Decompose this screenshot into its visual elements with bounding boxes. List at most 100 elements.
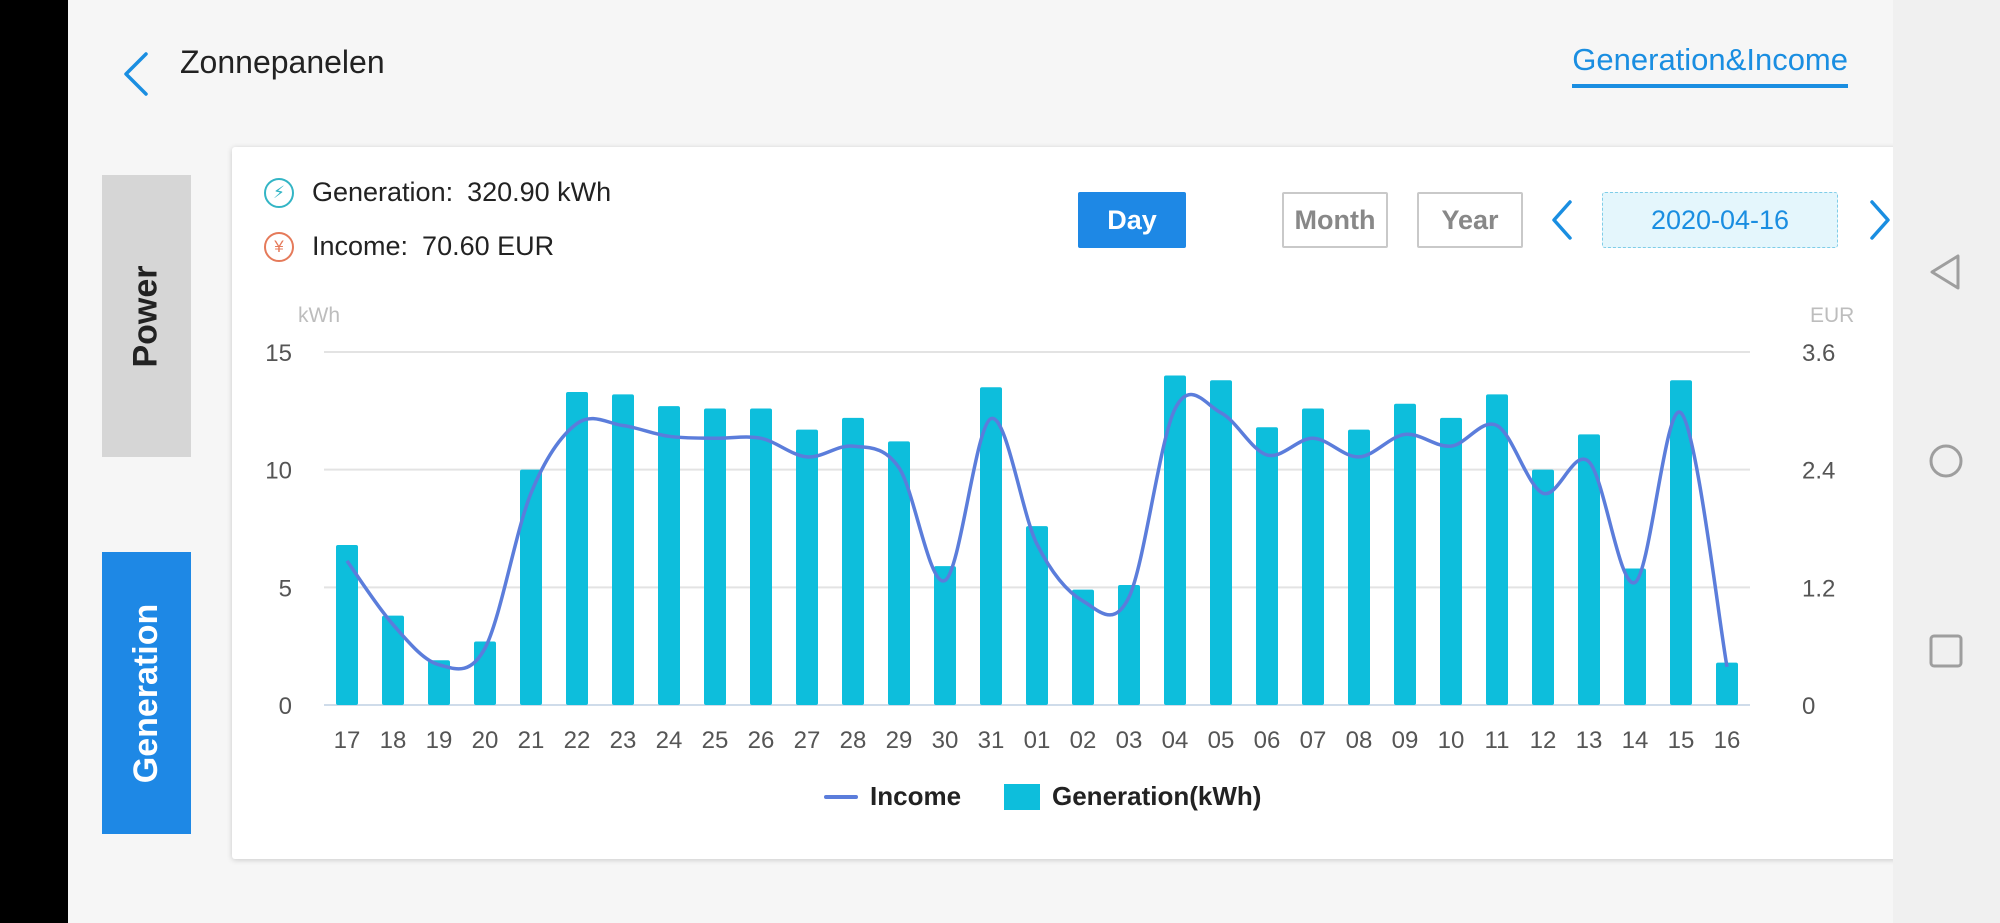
x-tick-label: 22 xyxy=(564,727,591,754)
x-tick-label: 12 xyxy=(1530,727,1557,754)
back-button[interactable] xyxy=(116,48,156,100)
left-axis-unit: kWh xyxy=(298,304,340,327)
generation-bar xyxy=(658,406,680,705)
generation-bar xyxy=(1302,408,1324,705)
x-tick-label: 28 xyxy=(840,727,867,754)
tab-generation[interactable]: Generation xyxy=(102,552,191,834)
generation-bar xyxy=(888,441,910,705)
left-tick-label: 5 xyxy=(279,575,292,602)
generation-bar xyxy=(980,387,1002,705)
generation-chart: 0 05 1.210 2.415 3.617 18 19 20 21 22 23 24 25 26 27 28… xyxy=(265,340,1835,754)
generation-stat: ⚡ Generation: 320.90 kWh xyxy=(264,177,611,208)
x-tick-label: 25 xyxy=(702,727,729,754)
x-tick-label: 24 xyxy=(656,727,683,754)
right-tick-label: 1.2 xyxy=(1802,575,1835,602)
circle-home-icon xyxy=(1929,444,1963,478)
generation-bar xyxy=(842,417,864,705)
x-tick-label: 09 xyxy=(1392,727,1419,754)
x-tick-label: 06 xyxy=(1254,727,1281,754)
generation-bar xyxy=(750,408,772,705)
generation-bar xyxy=(1670,380,1692,705)
left-tick-label: 15 xyxy=(265,340,292,367)
x-tick-label: 11 xyxy=(1485,727,1510,754)
income-value: 70.60 EUR xyxy=(422,231,555,261)
income-line xyxy=(345,392,1729,671)
nav-recents-button[interactable] xyxy=(1918,623,1974,679)
system-navigation-bar xyxy=(1893,0,2000,923)
tab-generation-label: Generation xyxy=(127,603,166,783)
x-tick-label: 20 xyxy=(472,727,499,754)
generation-bar xyxy=(1440,417,1462,705)
chevron-left-icon xyxy=(1552,200,1572,240)
generation-bar xyxy=(1624,568,1646,705)
triangle-back-icon xyxy=(1930,254,1960,290)
tab-power[interactable]: Power xyxy=(102,175,191,457)
date-picker[interactable]: 2020-04-16 xyxy=(1602,192,1838,248)
x-tick-label: 14 xyxy=(1622,727,1649,754)
x-tick-label: 05 xyxy=(1208,727,1235,754)
x-tick-label: 19 xyxy=(426,727,453,754)
generation-bar xyxy=(566,392,588,705)
generation-bar xyxy=(336,544,358,705)
generation-value: 320.90 kWh xyxy=(467,177,612,207)
tab-power-label: Power xyxy=(127,264,166,368)
chevron-left-icon xyxy=(124,52,148,96)
generation-legend-swatch xyxy=(1004,783,1040,810)
generation-label: Generation: xyxy=(312,177,454,207)
left-tick-label: 0 xyxy=(279,693,292,720)
generation-bar xyxy=(1486,394,1508,705)
month-button[interactable]: Month xyxy=(1282,192,1388,248)
generation-bar xyxy=(428,660,450,705)
generation-bar xyxy=(520,469,542,705)
x-tick-label: 04 xyxy=(1162,727,1189,754)
x-tick-label: 07 xyxy=(1300,727,1327,754)
generation-bar xyxy=(1716,662,1738,705)
next-date-button[interactable] xyxy=(1862,196,1896,244)
previous-date-button[interactable] xyxy=(1546,196,1580,244)
app-screen: Zonnepanelen Generation&Income Power Gen… xyxy=(68,0,1919,923)
year-button[interactable]: Year xyxy=(1417,192,1523,248)
square-recents-icon xyxy=(1929,634,1963,668)
x-tick-label: 10 xyxy=(1438,727,1465,754)
x-tick-label: 02 xyxy=(1070,727,1097,754)
generation-bar xyxy=(1256,427,1278,705)
legend-generation-label: Generation(kWh) xyxy=(1052,781,1262,811)
generation-bar xyxy=(1164,375,1186,705)
yen-icon: ¥ xyxy=(264,231,294,262)
generation-bar xyxy=(796,429,818,705)
x-tick-label: 17 xyxy=(334,727,361,754)
income-label: Income: xyxy=(312,231,409,261)
legend-income[interactable]: Income xyxy=(824,781,961,812)
tab-generation-income[interactable]: Generation&Income xyxy=(1572,42,1848,88)
day-button[interactable]: Day xyxy=(1078,192,1186,248)
x-tick-label: 29 xyxy=(886,727,913,754)
legend-income-label: Income xyxy=(870,781,962,811)
nav-home-button[interactable] xyxy=(1918,433,1974,489)
generation-bar xyxy=(934,566,956,705)
page-title: Zonnepanelen xyxy=(180,44,385,80)
generation-bar xyxy=(1348,429,1370,705)
generation-bar xyxy=(704,408,726,705)
left-tick-label: 10 xyxy=(265,458,292,485)
legend-generation[interactable]: Generation(kWh) xyxy=(1004,781,1261,812)
x-tick-label: 18 xyxy=(380,727,407,754)
x-tick-label: 03 xyxy=(1116,727,1143,754)
generation-bar xyxy=(1210,380,1232,705)
x-tick-label: 01 xyxy=(1024,727,1051,754)
generation-bar xyxy=(1118,584,1140,705)
lightning-icon: ⚡ xyxy=(264,177,294,208)
chevron-right-icon xyxy=(1870,200,1890,240)
chart-card: ⚡ Generation: 320.90 kWh ¥ Income: 70.60… xyxy=(232,147,1919,859)
right-tick-label: 0 xyxy=(1802,693,1815,720)
x-tick-label: 21 xyxy=(518,727,545,754)
income-stat: ¥ Income: 70.60 EUR xyxy=(264,231,554,262)
x-tick-label: 26 xyxy=(748,727,775,754)
nav-back-button[interactable] xyxy=(1918,244,1974,300)
x-tick-label: 27 xyxy=(794,727,821,754)
x-tick-label: 30 xyxy=(932,727,959,754)
generation-bar xyxy=(1394,403,1416,705)
generation-bar xyxy=(1532,469,1554,705)
generation-bar xyxy=(1578,434,1600,705)
x-tick-label: 23 xyxy=(610,727,637,754)
x-tick-label: 15 xyxy=(1668,727,1695,754)
